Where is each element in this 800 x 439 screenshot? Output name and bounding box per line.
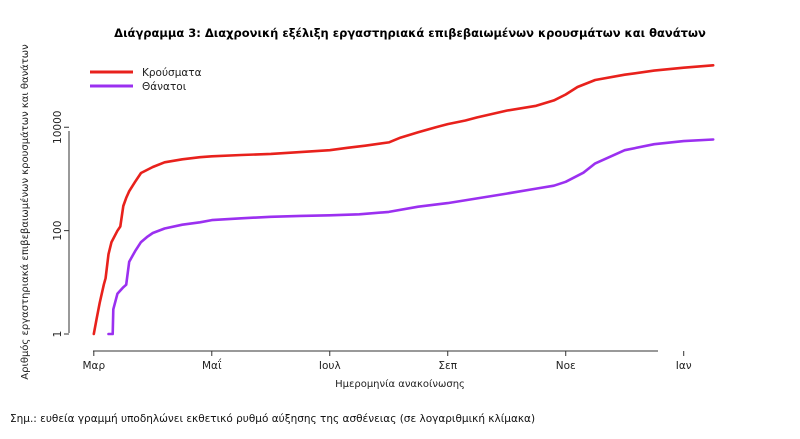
series-line-deaths	[107, 138, 715, 336]
x-axis-label: Ημερομηνία ανακοίνωσης	[335, 378, 465, 390]
x-tick-label: Νοε	[556, 360, 576, 372]
x-tick-label: Ιουλ	[319, 360, 341, 372]
x-tick-label: Σεπ	[438, 360, 457, 372]
footnote: Σημ.: ευθεία γραμμή υποδηλώνει εκθετικό …	[10, 413, 536, 425]
series-line-cases	[92, 64, 715, 336]
y-tick-label: 100	[52, 221, 64, 241]
legend-label-deaths: Θάνατοι	[142, 81, 187, 93]
x-tick-label: Μαΐ	[202, 358, 222, 372]
y-tick-label: 10000	[52, 111, 64, 144]
series-lines	[92, 64, 715, 336]
x-tick-label: Ιαν	[676, 360, 692, 372]
legend-label-cases: Κρούσματα	[142, 67, 202, 79]
legend: Κρούσματα Θάνατοι	[90, 67, 202, 93]
y-axis-ticks: 1 100 10000	[52, 111, 69, 338]
chart-title: Διάγραμμα 3: Διαχρονική εξέλιξη εργαστηρ…	[114, 26, 706, 40]
y-axis-label: Αριθμός εργαστηριακά επιβεβαιωμένων κρου…	[19, 44, 31, 380]
x-axis-ticks: Μαρ Μαΐ Ιουλ Σεπ Νοε Ιαν	[82, 351, 692, 372]
y-tick-label: 1	[52, 331, 64, 338]
x-tick-label: Μαρ	[82, 360, 105, 372]
